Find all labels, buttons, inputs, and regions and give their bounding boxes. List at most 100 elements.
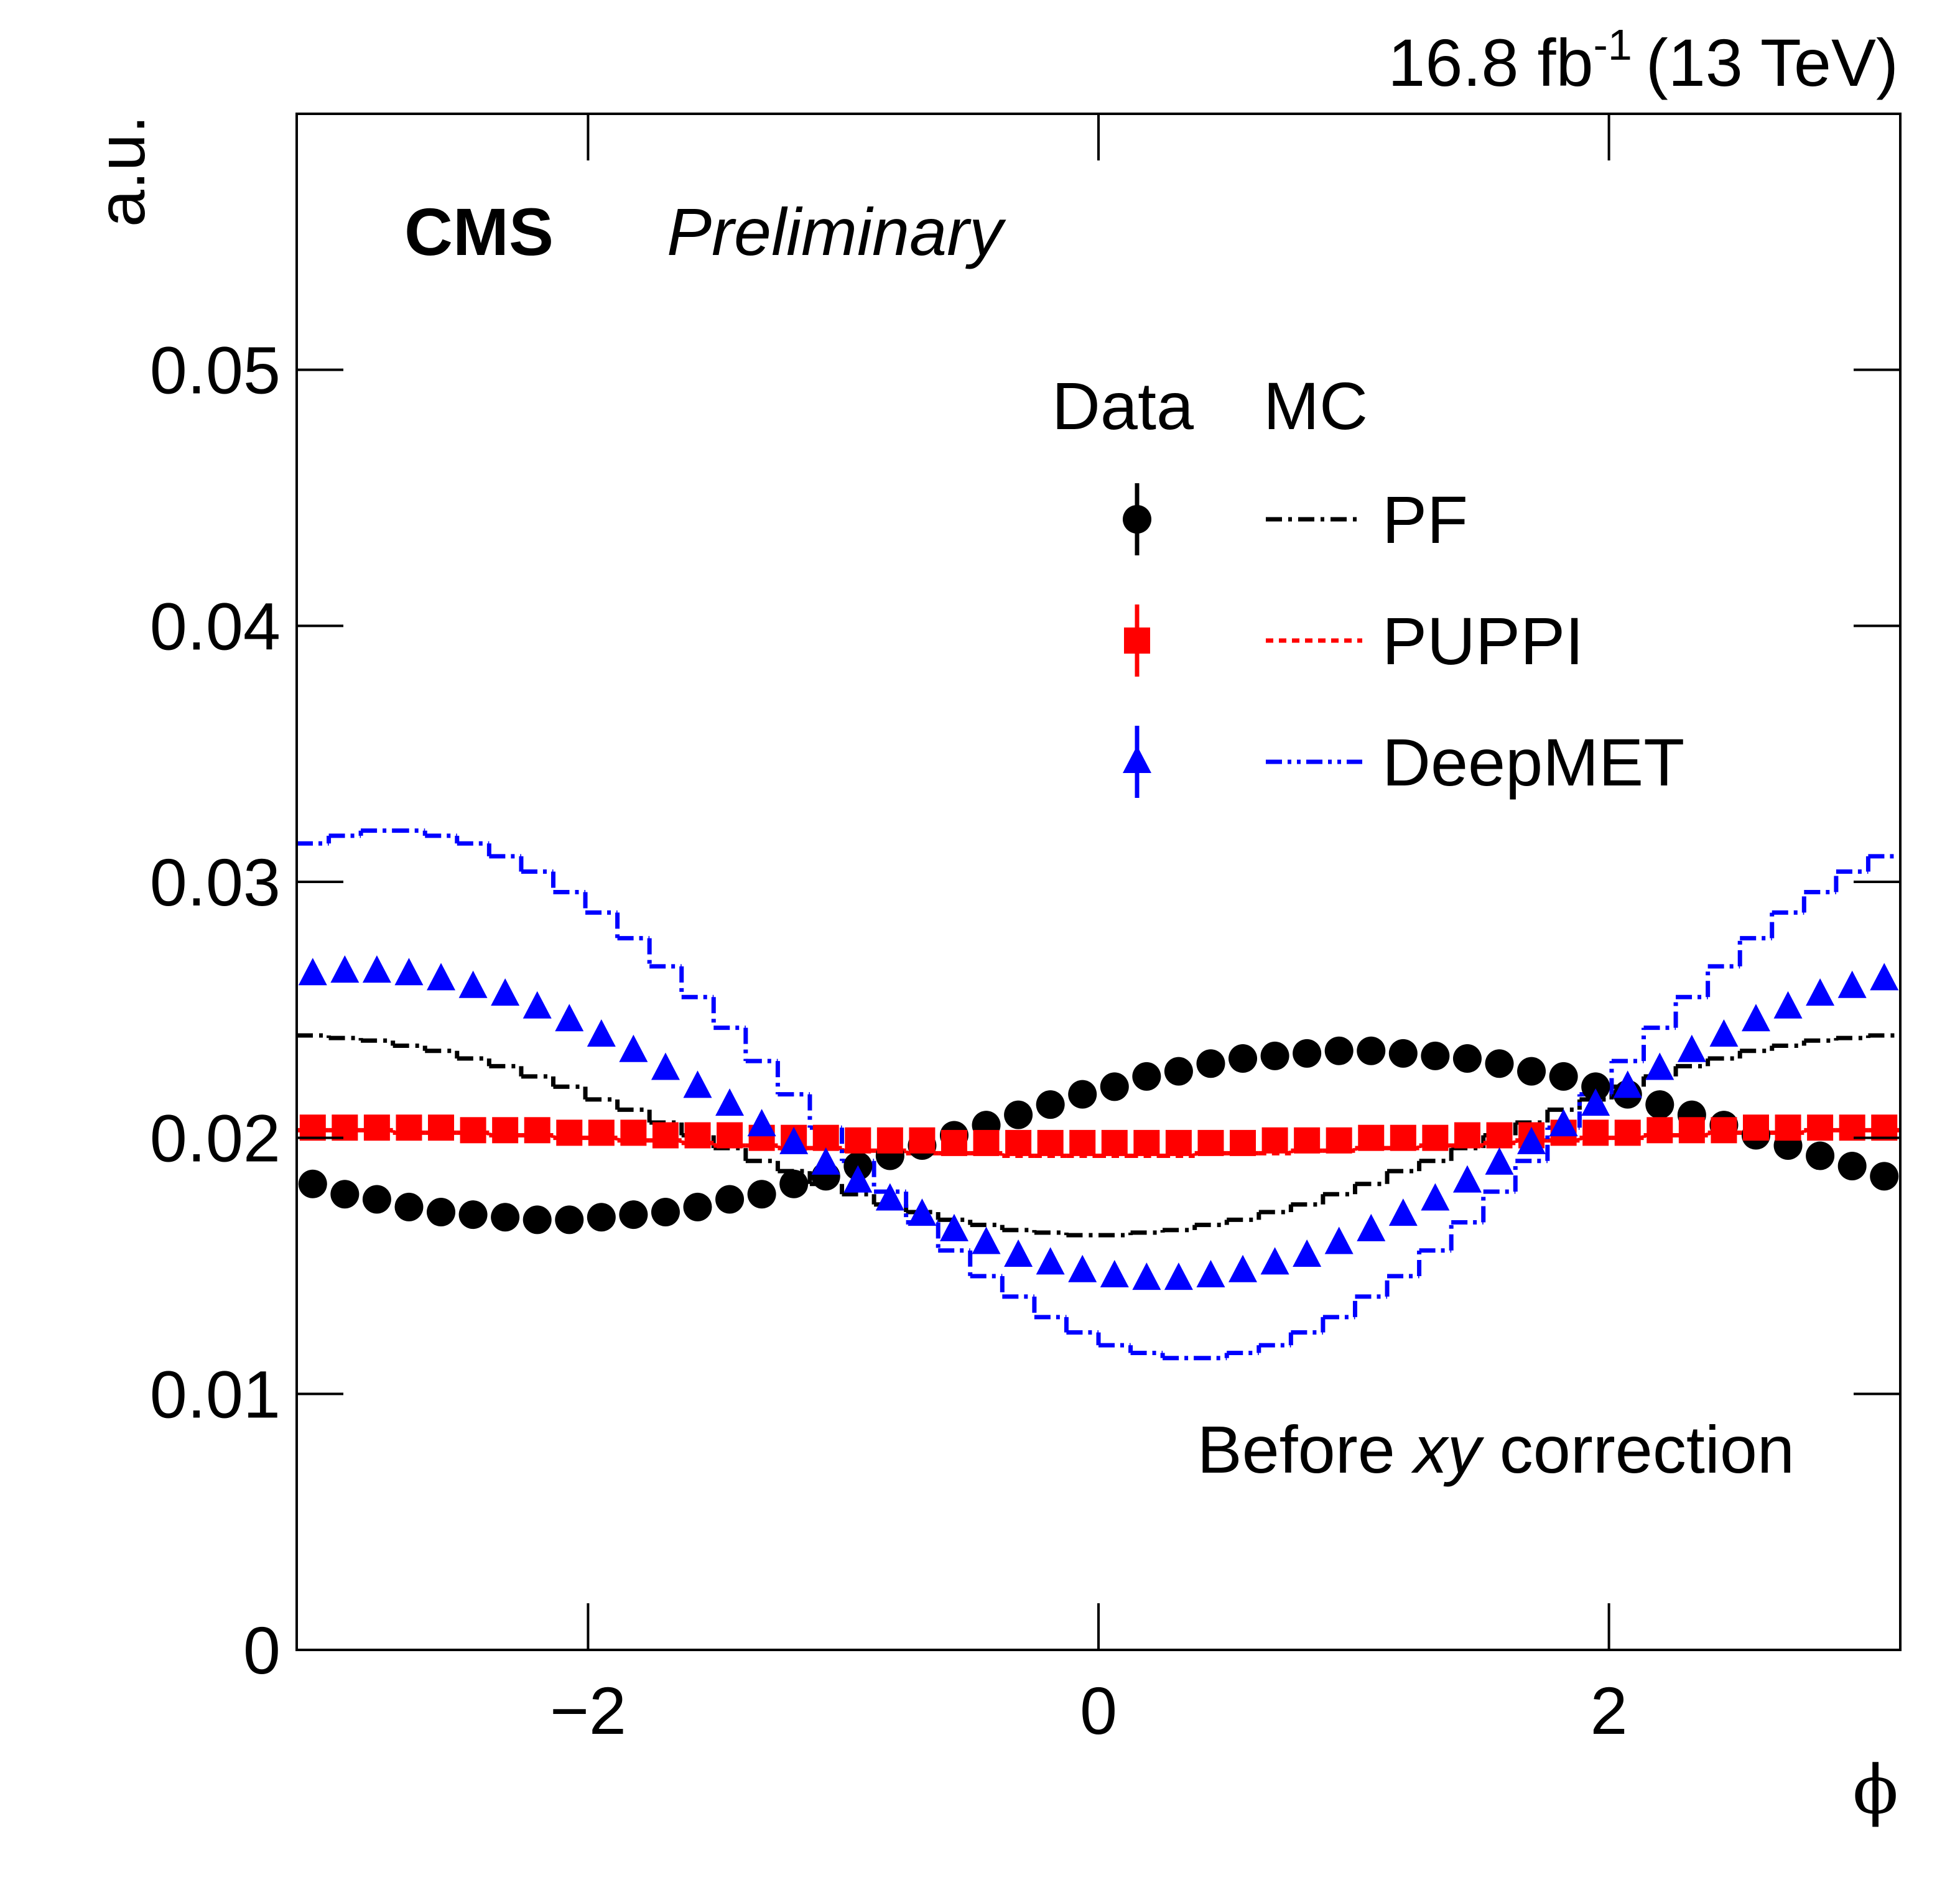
data-point xyxy=(1037,1129,1064,1156)
data-point xyxy=(1388,1198,1418,1226)
data-point xyxy=(1613,1070,1642,1098)
data-point xyxy=(555,1205,584,1234)
data-point xyxy=(1581,1072,1610,1101)
data-point xyxy=(427,963,456,991)
data-point xyxy=(298,1169,327,1198)
data-point xyxy=(460,1117,486,1144)
data-point xyxy=(458,1200,488,1229)
data-point xyxy=(1293,1039,1322,1068)
annotation-text: correction xyxy=(1481,1412,1795,1487)
data-point xyxy=(1807,1114,1834,1141)
data-point xyxy=(1775,1114,1801,1141)
data-point xyxy=(747,1109,776,1137)
data-point xyxy=(1164,1262,1193,1290)
data-point xyxy=(747,1180,776,1209)
annotation: Before xy correction xyxy=(1197,1412,1795,1487)
data-point xyxy=(1549,1062,1578,1091)
annotation-text: Before xyxy=(1197,1412,1414,1487)
data-point xyxy=(1293,1239,1322,1267)
data-point xyxy=(1614,1119,1641,1146)
data-point xyxy=(1677,1034,1706,1062)
data-point xyxy=(1228,1254,1258,1282)
data-point xyxy=(1133,1129,1160,1156)
data-point xyxy=(715,1185,745,1214)
data-point xyxy=(715,1088,745,1116)
data-point xyxy=(588,1119,615,1146)
data-point xyxy=(394,958,424,986)
data-point xyxy=(394,1192,424,1221)
data-point xyxy=(683,1192,712,1221)
data-point xyxy=(1711,1117,1737,1144)
data-point xyxy=(812,1124,839,1151)
data-point xyxy=(684,1122,711,1149)
data-point xyxy=(1123,505,1151,534)
data-point xyxy=(362,955,391,983)
data-point xyxy=(1870,963,1899,991)
data-point xyxy=(298,958,327,986)
x-axis-label: ϕ xyxy=(1852,1751,1898,1829)
data-point xyxy=(1454,1122,1480,1149)
energy: (13 TeV) xyxy=(1646,25,1898,100)
y-tick-label: 0.04 xyxy=(150,588,281,664)
data-point xyxy=(1390,1124,1416,1151)
data-point xyxy=(1164,1057,1193,1086)
data-point xyxy=(683,1070,712,1098)
data-point xyxy=(1132,1262,1161,1290)
lumi-title: 16.8 fb-1 (13 TeV) xyxy=(1388,21,1898,100)
data-point xyxy=(973,1129,1000,1156)
data-point xyxy=(620,1119,647,1146)
status: Preliminary xyxy=(667,194,1006,269)
data-point xyxy=(651,1198,680,1227)
x-tick-label: −2 xyxy=(550,1673,626,1748)
data-point xyxy=(1839,1114,1865,1141)
data-point xyxy=(1709,1019,1739,1047)
data-point xyxy=(1741,1004,1770,1032)
data-point xyxy=(1422,1124,1449,1151)
data-point xyxy=(1645,1090,1674,1119)
data-point xyxy=(1871,1114,1898,1141)
data-point xyxy=(1486,1122,1513,1149)
data-point xyxy=(1582,1119,1609,1146)
legend-label: DeepMET xyxy=(1382,725,1684,800)
data-point xyxy=(1388,1039,1418,1068)
data-point xyxy=(1485,1049,1514,1078)
data-point xyxy=(1357,1213,1386,1241)
data-point xyxy=(523,1205,552,1234)
data-point xyxy=(1773,991,1803,1019)
data-point xyxy=(1132,1062,1161,1091)
data-point xyxy=(1228,1044,1258,1073)
data-point xyxy=(717,1122,743,1149)
data-point xyxy=(1165,1129,1192,1156)
data-point xyxy=(939,1213,968,1241)
data-point xyxy=(1485,1147,1514,1175)
data-point xyxy=(1581,1088,1610,1116)
data-point xyxy=(1036,1090,1065,1119)
data-point xyxy=(1358,1124,1385,1151)
data-point xyxy=(1357,1036,1386,1065)
data-point xyxy=(1645,1052,1674,1080)
data-point xyxy=(1004,1239,1033,1267)
data-point xyxy=(363,1114,390,1141)
y-tick-label: 0.05 xyxy=(150,333,281,408)
data-point xyxy=(556,1119,583,1146)
data-point xyxy=(909,1127,936,1154)
data-point xyxy=(1294,1127,1321,1154)
experiment: CMS xyxy=(404,194,554,269)
x-tick-label: 2 xyxy=(1591,1673,1628,1748)
data-point xyxy=(1261,1127,1288,1154)
data-point xyxy=(458,970,488,998)
y-tick-label: 0.01 xyxy=(150,1356,281,1432)
data-point xyxy=(652,1122,679,1149)
data-point xyxy=(1806,978,1835,1006)
data-point xyxy=(1230,1129,1256,1156)
data-point xyxy=(1100,1259,1129,1287)
data-point xyxy=(1326,1127,1352,1154)
data-point xyxy=(845,1127,871,1154)
data-point xyxy=(491,1203,520,1232)
data-point xyxy=(1005,1129,1032,1156)
data-point xyxy=(1517,1057,1546,1086)
data-point xyxy=(1646,1117,1673,1144)
data-point xyxy=(396,1114,422,1141)
data-point xyxy=(779,1169,809,1198)
data-point xyxy=(1517,1126,1546,1154)
